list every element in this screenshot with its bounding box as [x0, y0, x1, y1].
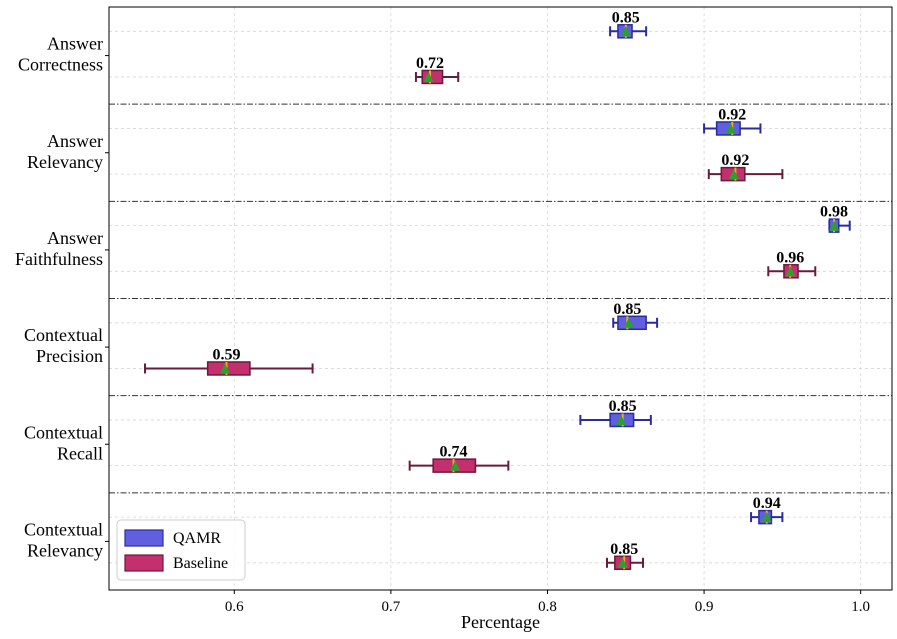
value-label: 0.85 — [609, 398, 637, 415]
value-label: 0.85 — [613, 301, 641, 318]
mean-marker — [620, 26, 631, 37]
x-tick-label: 0.6 — [225, 599, 244, 615]
category-label-line: Faithfulness — [15, 249, 103, 269]
category-label-line: Recall — [57, 443, 103, 463]
value-label: 0.98 — [820, 204, 848, 221]
iqr-box — [206, 361, 251, 376]
mean-marker — [728, 169, 739, 180]
category-label: Answer Correctness — [18, 34, 103, 75]
mean-marker — [785, 266, 796, 277]
mean-marker — [450, 460, 461, 471]
category-label-line: Correctness — [18, 55, 103, 75]
category-label: Answer Faithfulness — [15, 228, 103, 269]
legend: QAMR Baseline — [116, 519, 246, 581]
x-tick-label: 0.9 — [695, 599, 714, 615]
value-label: 0.72 — [416, 55, 444, 72]
plot-frame — [108, 6, 893, 591]
mean-marker — [761, 512, 772, 523]
category-label: Answer Relevancy — [27, 131, 103, 172]
value-label: 0.92 — [721, 152, 749, 169]
box-qamr: 0.92 — [703, 106, 762, 136]
box-baseline: 0.72 — [414, 55, 460, 85]
box-baseline: 0.74 — [408, 444, 510, 473]
category-label-line: Contextual — [24, 325, 103, 345]
category-label-line: Contextual — [24, 422, 103, 442]
category-label-line: Contextual — [24, 519, 103, 539]
mean-marker — [725, 123, 736, 134]
category-label-line: Relevancy — [27, 540, 103, 560]
legend-swatch-qamr — [124, 529, 164, 547]
x-ticks: 0.6 0.7 0.8 0.9 1.0 — [105, 55, 870, 615]
category-label: Contextual Recall — [24, 422, 103, 463]
value-label: 0.85 — [612, 9, 640, 26]
category-label-line: Answer — [47, 228, 103, 248]
legend-label-baseline: Baseline — [173, 555, 228, 572]
box-qamr: 0.94 — [750, 495, 784, 525]
box-qamr: 0.85 — [609, 9, 648, 39]
category-separators — [109, 103, 892, 494]
mean-marker — [616, 414, 627, 425]
x-axis-title: Percentage — [461, 612, 540, 632]
category-label-line: Relevancy — [27, 152, 103, 172]
x-tick-label: 1.0 — [851, 599, 870, 615]
box-baseline: 0.92 — [707, 152, 784, 182]
box-qamr: 0.85 — [579, 398, 652, 428]
value-label: 0.59 — [212, 346, 240, 363]
x-tick-label: 0.8 — [538, 599, 557, 615]
mean-marker — [423, 71, 434, 82]
category-label: Contextual Relevancy — [24, 519, 103, 560]
box-baseline: 0.85 — [605, 541, 645, 571]
x-tick-label: 0.7 — [382, 599, 401, 615]
value-label: 0.92 — [718, 106, 746, 123]
mean-marker — [219, 363, 230, 374]
boxes-layer: 0.85 0.72 0.92 0.92 0.98 0.96 0.85 0.59 0.85 0.74… — [144, 9, 851, 571]
category-label-line: Precision — [36, 346, 103, 366]
category-label-line: Answer — [47, 34, 103, 54]
value-label: 0.96 — [776, 249, 804, 266]
value-label: 0.85 — [610, 541, 638, 558]
category-label-line: Answer — [47, 131, 103, 151]
box-baseline: 0.96 — [767, 249, 817, 279]
legend-swatch-baseline — [124, 554, 164, 572]
box-qamr: 0.85 — [612, 301, 659, 331]
value-label: 0.74 — [440, 444, 468, 461]
mean-marker — [829, 220, 840, 231]
mean-marker — [623, 317, 634, 328]
box-qamr: 0.98 — [820, 204, 851, 233]
mean-marker — [617, 557, 628, 568]
category-label: Contextual Precision — [24, 325, 103, 366]
box-baseline: 0.59 — [144, 346, 314, 376]
value-label: 0.94 — [753, 495, 781, 512]
legend-label-qamr: QAMR — [173, 530, 221, 547]
